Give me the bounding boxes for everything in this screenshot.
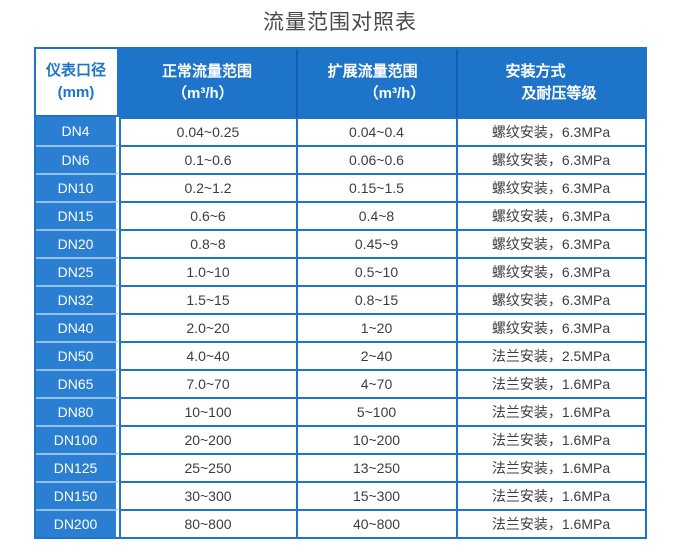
dn-label-cell: DN50 xyxy=(35,341,119,369)
normal-range-cell: 0.6~6 xyxy=(118,201,296,229)
extended-range-cell: 5~100 xyxy=(295,397,456,425)
install-cell: 法兰安装，1.6MPa xyxy=(455,509,645,537)
table-row: DN40 2.0~20 1~20 螺纹安装，6.3MPa xyxy=(35,313,645,341)
normal-range-cell: 7.0~70 xyxy=(118,369,296,397)
extended-range-cell: 0.15~1.5 xyxy=(295,173,456,201)
normal-range-cell: 2.0~20 xyxy=(118,313,296,341)
install-cell: 螺纹安装，6.3MPa xyxy=(455,173,645,201)
table-row: DN80 10~100 5~100 法兰安装，1.6MPa xyxy=(35,397,645,425)
extended-range-cell: 0.5~10 xyxy=(295,257,456,285)
dn-label-cell: DN150 xyxy=(35,481,119,509)
extended-range-cell: 0.8~15 xyxy=(295,285,456,313)
extended-range-cell: 2~40 xyxy=(295,341,456,369)
install-cell: 螺纹安装，6.3MPa xyxy=(455,313,645,341)
table-row: DN150 30~300 15~300 法兰安装，1.6MPa xyxy=(35,481,645,509)
dn-label-cell: DN20 xyxy=(35,229,119,257)
header-col-extended-range-line1: 扩展流量范围 xyxy=(327,63,418,80)
install-cell: 螺纹安装，6.3MPa xyxy=(455,117,645,145)
table-row: DN50 4.0~40 2~40 法兰安装，2.5MPa xyxy=(35,341,645,369)
install-cell: 螺纹安装，6.3MPa xyxy=(455,145,645,173)
install-cell: 螺纹安装，6.3MPa xyxy=(455,201,645,229)
header-col-extended-range: 扩展流量范围 （m³/h） xyxy=(295,49,456,117)
extended-range-cell: 0.04~0.4 xyxy=(295,117,456,145)
header-col-normal-range: 正常流量范围 （m³/h） xyxy=(119,49,296,117)
normal-range-cell: 0.8~8 xyxy=(118,229,296,257)
table-row: DN125 25~250 13~250 法兰安装，1.6MPa xyxy=(35,453,645,481)
install-cell: 法兰安装，1.6MPa xyxy=(455,453,645,481)
flow-range-table: 仪表口径 (mm) 正常流量范围 （m³/h） 扩展流量范围 （m³/h） 安装… xyxy=(33,47,647,539)
table-row: DN32 1.5~15 0.8~15 螺纹安装，6.3MPa xyxy=(35,285,645,313)
extended-range-cell: 4~70 xyxy=(295,369,456,397)
table-row: DN100 20~200 10~200 法兰安装，1.6MPa xyxy=(35,425,645,453)
install-cell: 法兰安装，1.6MPa xyxy=(455,397,645,425)
dn-label-cell: DN6 xyxy=(35,145,119,173)
normal-range-cell: 25~250 xyxy=(118,453,296,481)
normal-range-cell: 0.2~1.2 xyxy=(118,173,296,201)
header-col-diameter: 仪表口径 (mm) xyxy=(35,49,119,117)
header-col-normal-range-unit: （m³/h） xyxy=(171,85,234,102)
normal-range-cell: 1.0~10 xyxy=(118,257,296,285)
dn-label-cell: DN32 xyxy=(35,285,119,313)
extended-range-cell: 0.4~8 xyxy=(295,201,456,229)
extended-range-cell: 0.45~9 xyxy=(295,229,456,257)
install-cell: 螺纹安装，6.3MPa xyxy=(455,229,645,257)
dn-label-cell: DN10 xyxy=(35,173,119,201)
header-col-installation-line2: 及耐压等级 xyxy=(521,85,597,102)
header-col-installation-line1: 安装方式 xyxy=(505,63,566,80)
dn-label-cell: DN100 xyxy=(35,425,119,453)
extended-range-cell: 13~250 xyxy=(295,453,456,481)
extended-range-cell: 10~200 xyxy=(295,425,456,453)
normal-range-cell: 30~300 xyxy=(118,481,296,509)
dn-label-cell: DN4 xyxy=(35,117,119,145)
table-body: DN4 0.04~0.25 0.04~0.4 螺纹安装，6.3MPa DN6 0… xyxy=(35,117,645,537)
extended-range-cell: 1~20 xyxy=(295,313,456,341)
table-row: DN15 0.6~6 0.4~8 螺纹安装，6.3MPa xyxy=(35,201,645,229)
install-cell: 螺纹安装，6.3MPa xyxy=(455,285,645,313)
install-cell: 法兰安装，1.6MPa xyxy=(455,481,645,509)
page: 流量范围对照表 仪表口径 (mm) 正常流量范围 （m³/h） 扩展流量范围 （… xyxy=(0,9,680,539)
header-col-normal-range-line1: 正常流量范围 xyxy=(161,63,252,80)
normal-range-cell: 20~200 xyxy=(118,425,296,453)
extended-range-cell: 0.06~0.6 xyxy=(295,145,456,173)
install-cell: 法兰安装，1.6MPa xyxy=(455,425,645,453)
table-row: DN25 1.0~10 0.5~10 螺纹安装，6.3MPa xyxy=(35,257,645,285)
dn-label-cell: DN25 xyxy=(35,257,119,285)
dn-label-cell: DN15 xyxy=(35,201,119,229)
dn-label-cell: DN200 xyxy=(35,509,119,537)
header-col-diameter-line2: (mm) xyxy=(57,84,95,101)
dn-label-cell: DN80 xyxy=(35,397,119,425)
table-row: DN6 0.1~0.6 0.06~0.6 螺纹安装，6.3MPa xyxy=(35,145,645,173)
install-cell: 法兰安装，2.5MPa xyxy=(455,341,645,369)
page-title: 流量范围对照表 xyxy=(263,11,417,34)
table-row: DN65 7.0~70 4~70 法兰安装，1.6MPa xyxy=(35,369,645,397)
header-col-extended-range-unit: （m³/h） xyxy=(363,85,426,102)
table-row: DN4 0.04~0.25 0.04~0.4 螺纹安装，6.3MPa xyxy=(35,117,645,145)
table-row: DN10 0.2~1.2 0.15~1.5 螺纹安装，6.3MPa xyxy=(35,173,645,201)
install-cell: 法兰安装，1.6MPa xyxy=(455,369,645,397)
header-col-installation: 安装方式 及耐压等级 xyxy=(455,49,645,117)
header-col-diameter-line1: 仪表口径 xyxy=(45,62,106,79)
normal-range-cell: 1.5~15 xyxy=(118,285,296,313)
normal-range-cell: 80~800 xyxy=(118,509,296,537)
table-row: DN200 80~800 40~800 法兰安装，1.6MPa xyxy=(35,509,645,537)
table-header-row: 仪表口径 (mm) 正常流量范围 （m³/h） 扩展流量范围 （m³/h） 安装… xyxy=(35,49,645,117)
extended-range-cell: 40~800 xyxy=(295,509,456,537)
dn-label-cell: DN40 xyxy=(35,313,119,341)
dn-label-cell: DN65 xyxy=(35,369,119,397)
dn-label-cell: DN125 xyxy=(35,453,119,481)
extended-range-cell: 15~300 xyxy=(295,481,456,509)
normal-range-cell: 4.0~40 xyxy=(118,341,296,369)
normal-range-cell: 10~100 xyxy=(118,397,296,425)
normal-range-cell: 0.1~0.6 xyxy=(118,145,296,173)
install-cell: 螺纹安装，6.3MPa xyxy=(455,257,645,285)
table-row: DN20 0.8~8 0.45~9 螺纹安装，6.3MPa xyxy=(35,229,645,257)
normal-range-cell: 0.04~0.25 xyxy=(118,117,296,145)
